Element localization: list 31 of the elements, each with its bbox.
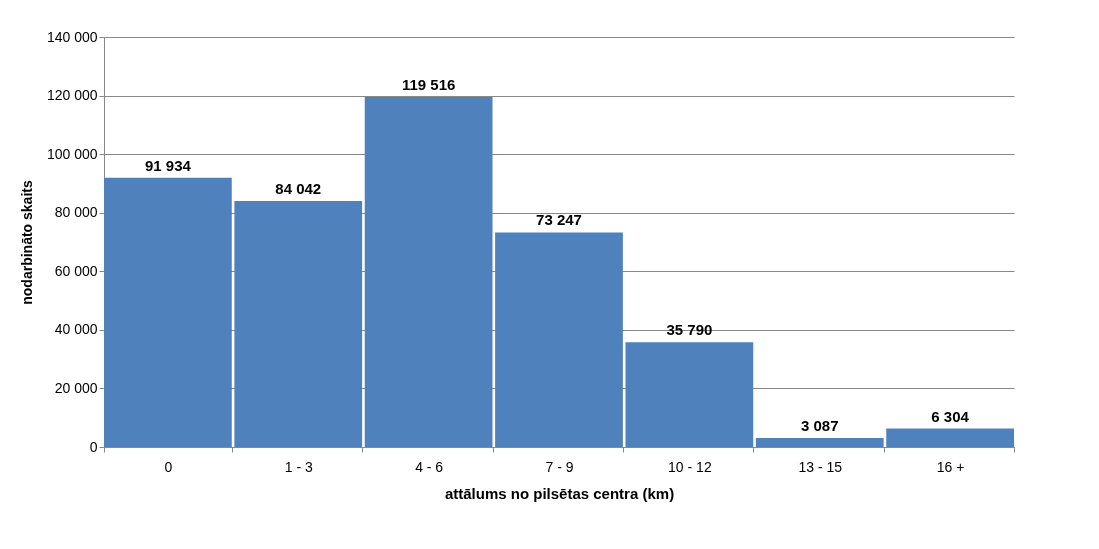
data-label: 3 087 [800, 416, 839, 434]
y-tick-label: 80 000 [54, 204, 98, 221]
y-axis-title: nodarbināto skaits [18, 180, 35, 305]
data-label: 73 247 [536, 211, 582, 229]
y-tick-label: 60 000 [54, 262, 98, 279]
data-label: 91 934 [144, 156, 192, 174]
data-label: 84 042 [275, 179, 322, 197]
y-tick-label: 0 [89, 438, 98, 455]
bar [886, 428, 1014, 447]
bar [234, 200, 363, 447]
x-tick-label: 4 - 6 [415, 458, 444, 475]
y-tick-label: 40 000 [54, 321, 98, 338]
bar [495, 232, 623, 447]
y-tick-label: 100 000 [46, 145, 98, 162]
y-tick-label: 20 000 [54, 379, 98, 396]
x-tick-label: 16 + [936, 458, 965, 475]
x-tick-label: 13 - 15 [798, 458, 843, 475]
x-tick-label: 10 - 12 [668, 458, 712, 475]
data-label: 35 790 [666, 321, 713, 339]
x-tick-label: 1 - 3 [284, 458, 313, 475]
bar [625, 342, 754, 447]
x-tick-label: 7 - 9 [545, 458, 574, 475]
x-tick-label: 0 [164, 458, 173, 475]
data-label: 119 516 [401, 75, 456, 93]
data-label: 6 304 [931, 407, 970, 425]
y-tick-label: 140 000 [46, 28, 98, 45]
y-tick-label: 120 000 [46, 87, 98, 104]
bar [364, 96, 493, 447]
bar [104, 177, 232, 447]
x-axis-title: attālums no pilsētas centra (km) [444, 484, 675, 502]
bar [755, 437, 884, 447]
